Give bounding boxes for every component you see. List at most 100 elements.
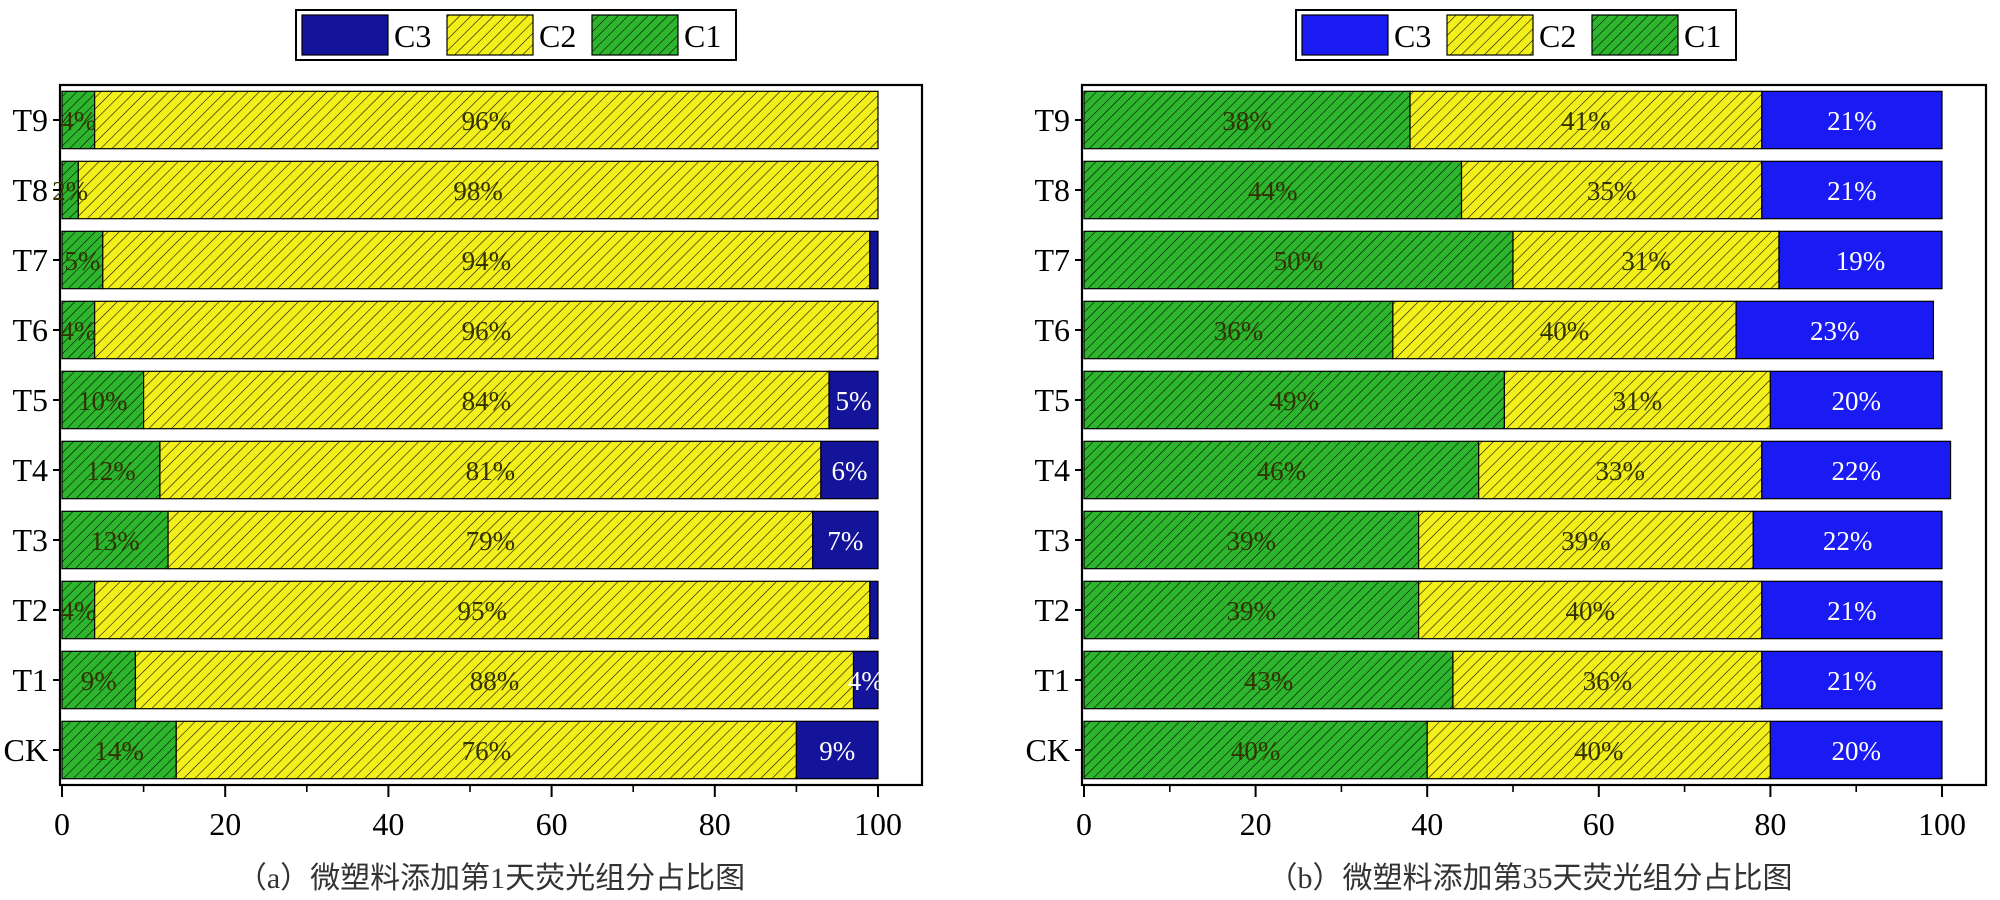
y-tick-label-T4: T4: [12, 452, 48, 488]
data-label-T7-C3: 19%: [1836, 246, 1886, 276]
data-label-T1-C2: 88%: [470, 666, 520, 696]
y-tick-label-T9: T9: [1034, 102, 1070, 138]
data-label-T6-C1: 36%: [1214, 316, 1264, 346]
data-label-T4-C3: 22%: [1831, 456, 1881, 486]
y-tick-label-T9: T9: [12, 102, 48, 138]
data-label-CK-C2: 40%: [1574, 736, 1624, 766]
bar-T5-C3: [1769, 370, 1943, 430]
data-label-T4-C2: 33%: [1596, 456, 1646, 486]
data-label-T5-C3: 5%: [836, 386, 872, 416]
data-label-T3-C2: 39%: [1561, 526, 1611, 556]
bar-T7-C1: [61, 230, 104, 290]
data-label-T3-C3: 22%: [1823, 526, 1873, 556]
plot-frame: [58, 83, 924, 787]
bar-T4-C1: [61, 440, 161, 500]
data-label-T9-C3: 21%: [1827, 106, 1877, 136]
data-label-T4-C2: 81%: [466, 456, 516, 486]
bar-T6-C1: [1083, 300, 1394, 360]
x-tick-label-60: 60: [536, 806, 568, 842]
data-label-T2-C1: 4%: [60, 596, 96, 626]
legend-swatch-C3: [1301, 14, 1389, 56]
data-label-T6-C3: 23%: [1810, 316, 1860, 346]
bar-T9-C2: [1409, 90, 1763, 150]
bar-CK-C2: [1426, 720, 1771, 780]
plot-frame: [1080, 83, 1988, 787]
bar-CK-C1: [61, 720, 177, 780]
x-tick-label-40: 40: [372, 806, 404, 842]
x-tick-label-100: 100: [1918, 806, 1966, 842]
bar-CK-C2: [175, 720, 797, 780]
data-label-T5-C2: 84%: [462, 386, 512, 416]
bar-T4-C3: [820, 440, 879, 500]
data-label-CK-C3: 9%: [819, 736, 855, 766]
bar-T3-C2: [1418, 510, 1754, 570]
bar-T1-C3: [1761, 650, 1943, 710]
panel-caption: （b）微塑料添加第35天荧光组分占比图: [1268, 862, 1793, 895]
data-label-T9-C2: 96%: [462, 106, 512, 136]
bar-T9-C3: [1761, 90, 1943, 150]
data-label-CK-C1: 14%: [94, 736, 144, 766]
bar-T5-C1: [1083, 370, 1506, 430]
bar-T7-C2: [1512, 230, 1780, 290]
bar-T2-C1: [1083, 580, 1420, 640]
legend-swatch-C2: [1446, 14, 1534, 56]
x-tick-label-80: 80: [1754, 806, 1786, 842]
data-label-T8-C2: 98%: [453, 176, 503, 206]
data-label-T5-C1: 10%: [78, 386, 128, 416]
y-tick-label-T5: T5: [1034, 382, 1070, 418]
x-tick-label-100: 100: [854, 806, 902, 842]
bar-T5-C3: [828, 370, 879, 430]
chart-panel-b: 40% 40% 20% CK 43% 36% 21% T1 39% 40% 21% T2 39% 39% 2…: [1026, 9, 1988, 895]
data-label-T2-C1: 39%: [1227, 596, 1277, 626]
x-tick-label-20: 20: [209, 806, 241, 842]
data-label-T5-C3: 20%: [1831, 386, 1881, 416]
bar-T6-C2: [94, 300, 879, 360]
bar-T5-C2: [143, 370, 830, 430]
data-label-T9-C1: 38%: [1222, 106, 1272, 136]
legend-swatch-C2: [446, 14, 534, 56]
legend-swatch-C1: [591, 14, 679, 56]
bar-T2-C3: [1761, 580, 1943, 640]
bar-T8-C1: [1083, 160, 1463, 220]
x-tick-label-40: 40: [1411, 806, 1443, 842]
bar-T3-C1: [61, 510, 169, 570]
bar-T2-C2: [94, 580, 871, 640]
data-label-T2-C2: 95%: [457, 596, 507, 626]
data-label-T3-C2: 79%: [466, 526, 516, 556]
data-label-T7-C1: 50%: [1274, 246, 1324, 276]
y-tick-label-T7: T7: [1034, 242, 1070, 278]
legend-swatch-C3: [301, 14, 389, 56]
chart-panel-a: 14% 76% 9% CK 9% 88% 4% T1 4% 95% T2 13% 79% 7% T3 12% 8…: [4, 9, 924, 895]
bar-T8-C3: [1761, 160, 1943, 220]
bar-T6-C1: [61, 300, 96, 360]
data-label-T2-C3: 21%: [1827, 596, 1877, 626]
data-label-T5-C2: 31%: [1613, 386, 1663, 416]
data-label-T6-C2: 40%: [1540, 316, 1590, 346]
data-label-T1-C1: 9%: [81, 666, 117, 696]
legend-label-C1: C1: [1684, 18, 1721, 54]
bar-T4-C2: [159, 440, 822, 500]
y-tick-label-T7: T7: [12, 242, 48, 278]
bar-T7-C3: [1778, 230, 1943, 290]
y-tick-label-T2: T2: [12, 592, 48, 628]
bar-T4-C2: [1478, 440, 1763, 500]
legend-label-C1: C1: [684, 18, 721, 54]
bar-T9-C2: [94, 90, 879, 150]
data-label-CK-C1: 40%: [1231, 736, 1281, 766]
bar-T9-C1: [61, 90, 96, 150]
data-label-T7-C2: 31%: [1621, 246, 1671, 276]
data-label-T9-C1: 4%: [60, 106, 96, 136]
y-tick-label-T2: T2: [1034, 592, 1070, 628]
data-label-T3-C1: 39%: [1227, 526, 1277, 556]
bar-T3-C3: [1752, 510, 1943, 570]
bar-T1-C3: [852, 650, 879, 710]
data-label-T3-C3: 7%: [827, 526, 863, 556]
legend-label-C3: C3: [394, 18, 431, 54]
x-tick-label-0: 0: [54, 806, 70, 842]
legend: C3 C2 C1: [295, 9, 737, 61]
data-label-T1-C3: 21%: [1827, 666, 1877, 696]
data-label-T6-C1: 4%: [60, 316, 96, 346]
y-tick-label-T1: T1: [12, 662, 48, 698]
x-tick-label-0: 0: [1076, 806, 1092, 842]
